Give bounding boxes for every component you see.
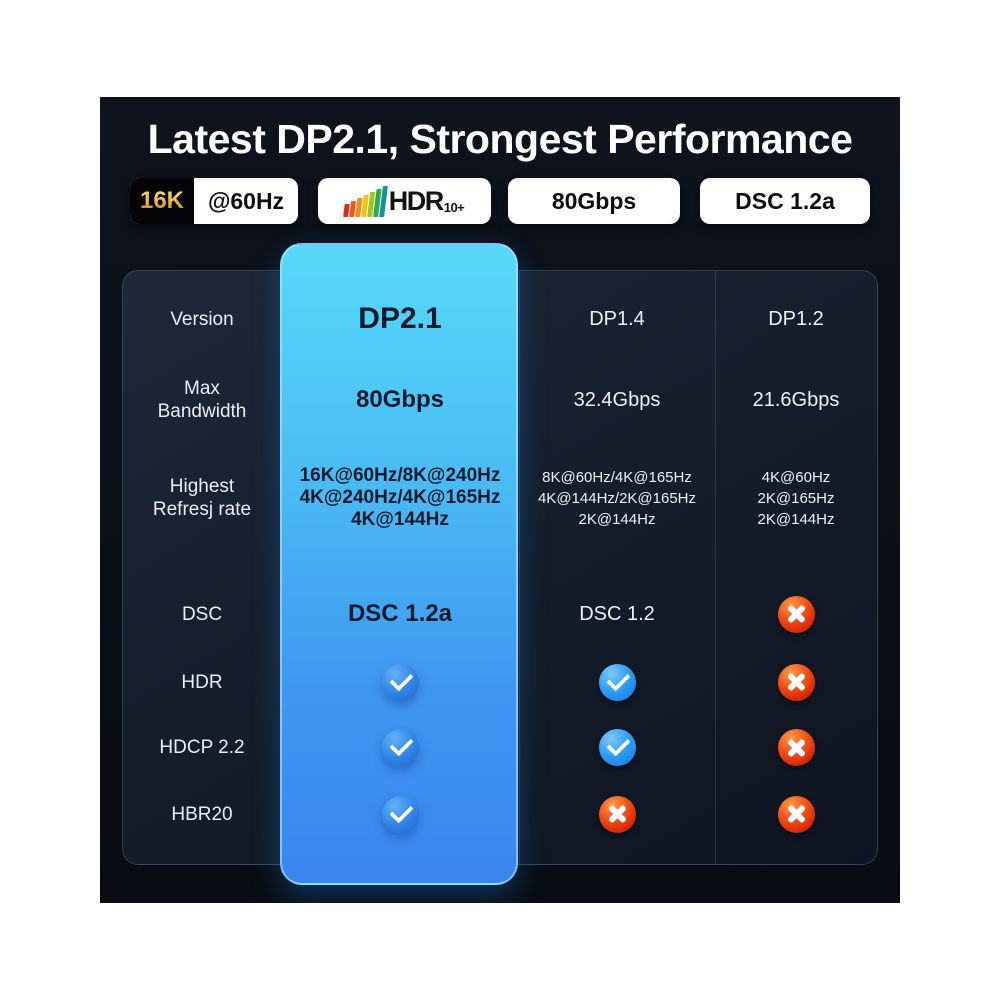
column-divider xyxy=(519,271,520,864)
row-label-version: Version xyxy=(170,308,234,330)
badge-16k-segment: 16K xyxy=(130,178,194,224)
badge-16k-60hz: 16K @60Hz xyxy=(130,178,298,224)
cell-dp12-bandwidth: 21.6Gbps xyxy=(752,388,840,411)
cell-dp21-hbr20 xyxy=(281,781,519,847)
page-title: Latest DP2.1, Strongest Performance xyxy=(147,116,853,162)
row-label-hbr20: HBR20 xyxy=(171,803,233,825)
check-icon xyxy=(381,729,419,766)
table-row-hdcp: HDCP 2.2 xyxy=(123,715,877,780)
table-row-max-bandwidth: Max Bandwidth 80Gbps 32.4Gbps 21.6Gbps xyxy=(123,367,877,433)
hdr-logo-suffix: 10+ xyxy=(443,199,465,215)
check-icon xyxy=(381,795,419,833)
column-divider xyxy=(715,271,716,864)
cell-dp14-hdr xyxy=(519,649,715,715)
cross-icon xyxy=(777,663,815,701)
badge-dsc-1-2a: DSC 1.2a xyxy=(700,178,870,224)
table-row-hdr: HDR xyxy=(123,649,877,715)
table-row-hbr20: HBR20 xyxy=(123,781,877,847)
table-row-dsc: DSC DSC 1.2a DSC 1.2 xyxy=(123,581,877,647)
column-header-dp14: DP1.4 xyxy=(589,307,645,330)
cell-dp12-hdcp xyxy=(715,715,877,780)
cell-dp12-hdr xyxy=(715,649,877,715)
cell-dp14-hdcp xyxy=(519,715,715,780)
dp21-highlight-column xyxy=(280,243,518,885)
resolution-16k-label: 16K xyxy=(139,187,185,214)
row-label-hdcp: HDCP 2.2 xyxy=(159,737,245,758)
cell-dp12-hbr20 xyxy=(715,781,877,847)
bandwidth-badge-label: 80Gbps xyxy=(551,187,637,214)
comparison-table: Version DP2.1 DP1.4 DP1.2 Max Bandwidth … xyxy=(122,243,878,885)
hdr-color-bars-icon xyxy=(342,185,388,217)
cross-icon xyxy=(777,729,815,766)
cell-dp21-hdcp xyxy=(281,715,519,780)
cross-icon xyxy=(777,795,815,833)
check-icon xyxy=(598,729,636,766)
promo-panel: Latest DP2.1, Strongest Performance 16K … xyxy=(100,97,900,903)
badge-hdr10plus: HDR 10+ xyxy=(318,178,491,224)
cell-dp14-dsc: DSC 1.2 xyxy=(579,602,655,625)
hdr-logo-text: HDR xyxy=(388,185,445,216)
row-label-refresh-rate: Highest Refresj rate xyxy=(152,476,252,520)
cross-icon xyxy=(598,795,636,833)
cell-dp14-bandwidth: 32.4Gbps xyxy=(573,388,661,411)
cell-dp12-dsc xyxy=(715,581,877,647)
cross-icon xyxy=(777,595,815,633)
table-row-refresh-rate: Highest Refresj rate 16K@60Hz/8K@240Hz 4… xyxy=(123,433,877,563)
check-icon xyxy=(381,663,419,701)
row-label-hdr: HDR xyxy=(181,671,223,693)
table-row-version: Version DP2.1 DP1.4 DP1.2 xyxy=(123,271,877,367)
row-label-max-bandwidth: Max Bandwidth xyxy=(157,378,247,422)
badge-80gbps: 80Gbps xyxy=(508,178,680,224)
cell-dp14-refresh: 8K@60Hz/4K@165Hz 4K@144Hz/2K@165Hz 2K@14… xyxy=(537,468,697,528)
dsc-badge-label: DSC 1.2a xyxy=(735,187,835,214)
row-label-dsc: DSC xyxy=(181,603,223,625)
badge-60hz-segment: @60Hz xyxy=(194,178,298,224)
cell-dp21-refresh: 16K@60Hz/8K@240Hz 4K@240Hz/4K@165Hz 4K@1… xyxy=(299,465,501,530)
cell-dp21-hdr xyxy=(281,649,519,715)
cell-dp21-dsc: DSC 1.2a xyxy=(347,600,453,627)
cell-dp21-bandwidth: 80Gbps xyxy=(355,386,445,413)
column-header-dp12: DP1.2 xyxy=(768,307,824,330)
check-icon xyxy=(598,663,636,701)
cell-dp12-refresh: 4K@60Hz 2K@165Hz 2K@144Hz xyxy=(757,468,835,528)
cell-dp14-hbr20 xyxy=(519,781,715,847)
refresh-60hz-label: @60Hz xyxy=(207,187,285,214)
column-header-dp21: DP2.1 xyxy=(358,302,442,335)
